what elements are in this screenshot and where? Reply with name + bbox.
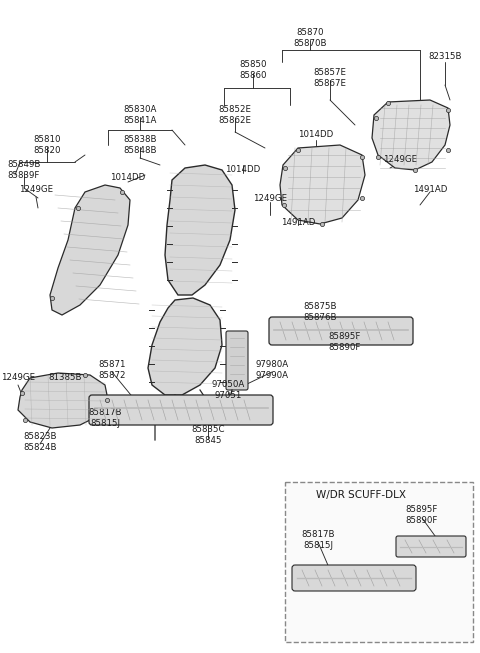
Text: 81385B: 81385B [48,373,82,382]
Text: 1491AD: 1491AD [281,218,315,227]
Bar [285,482,473,642]
Polygon shape [148,298,222,395]
Polygon shape [372,100,450,170]
FancyBboxPatch shape [226,331,248,390]
Text: 85817B
85815J: 85817B 85815J [301,530,335,550]
Text: 1249GE: 1249GE [253,194,287,203]
Polygon shape [280,145,365,224]
Text: 85871
85872: 85871 85872 [98,360,126,380]
Text: 85817B
85815J: 85817B 85815J [88,408,122,428]
Text: 85835C
85845: 85835C 85845 [191,425,225,445]
Text: 85895F
85890F: 85895F 85890F [329,332,361,352]
Text: 85838B
85848B: 85838B 85848B [123,135,157,155]
Text: 85895F
85890F: 85895F 85890F [406,505,438,525]
Text: 1491AD: 1491AD [413,185,447,194]
Text: 1249GE: 1249GE [383,155,417,164]
Text: 85857E
85867E: 85857E 85867E [313,68,347,88]
FancyBboxPatch shape [396,536,466,557]
Polygon shape [18,373,108,428]
Polygon shape [50,185,130,315]
Text: 85823B
85824B: 85823B 85824B [23,432,57,452]
Text: 85852E
85862E: 85852E 85862E [218,105,252,125]
Text: 85850
85860: 85850 85860 [239,60,267,80]
Text: 97980A
97990A: 97980A 97990A [255,360,288,380]
Polygon shape [165,165,235,295]
Text: 1014DD: 1014DD [226,165,261,174]
Text: 85875B
85876B: 85875B 85876B [303,302,337,322]
Text: 1249GE: 1249GE [1,373,35,382]
Text: 97050A
97051: 97050A 97051 [211,380,245,400]
Text: 82315B: 82315B [428,52,462,61]
Text: W/DR SCUFF-DLX: W/DR SCUFF-DLX [316,490,406,500]
FancyBboxPatch shape [269,317,413,345]
FancyBboxPatch shape [89,395,273,425]
Text: 1249GE: 1249GE [19,185,53,194]
Text: 1014DD: 1014DD [299,130,334,139]
Text: 85810
85820: 85810 85820 [33,135,61,155]
Text: 85870
85870B: 85870 85870B [293,28,327,48]
Text: 1014DD: 1014DD [110,173,145,182]
Text: 85830A
85841A: 85830A 85841A [123,105,156,125]
Text: 85849B
85839F: 85849B 85839F [7,160,41,180]
FancyBboxPatch shape [292,565,416,591]
